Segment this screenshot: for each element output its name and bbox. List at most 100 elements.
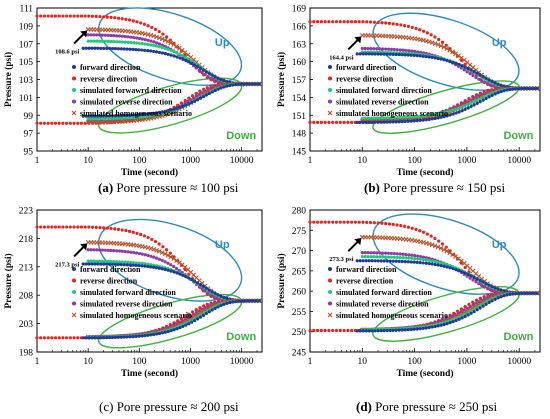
up-forward-marker-a [222,79,226,83]
down-forward-marker-c [175,327,179,331]
down-sim_forward-marker-b [427,113,431,117]
down-forward-marker-c [169,329,173,333]
up-sim_reverse-marker-c [86,248,90,252]
up-reverse-marker-c [57,225,61,229]
down-sim_forward-marker-a [100,117,105,121]
up-sim_forward-marker-a [154,44,159,48]
x-tick-label-a: 10000 [230,156,254,166]
up-sim_reverse-marker-d [407,253,411,257]
down-reverse-marker-b [334,120,339,124]
up-reverse-marker-d [403,224,407,228]
up-sim_forward-marker-d [421,257,426,262]
down-forward-marker-c [239,299,244,303]
up-sim_forward-marker-d [436,260,440,264]
down-reverse-marker-c [68,336,72,340]
up-sim_reverse-marker-d [474,280,478,284]
up-sim_reverse-marker-c [152,255,156,259]
down-forward-marker-b [436,116,440,120]
down-forward-marker-d [493,297,497,301]
up-sim_reverse-marker-c [177,268,181,272]
down-forward-marker-b [475,101,479,105]
up-sim_reverse-marker-b [363,46,367,51]
down-sim_forward-marker-a [120,116,124,120]
up-reverse-marker-b [376,20,380,25]
down-forward-marker-b [499,90,503,94]
x-axis-label-d: Time (second) [396,368,453,379]
up-reverse-marker-a [153,27,158,31]
up-forward-marker-b [451,60,455,64]
down-sim_forward-marker-b [448,109,452,113]
legend-marker-sim_forward-a [72,88,76,92]
up-forward-marker-b [382,52,386,56]
down-forward-marker-b [418,118,422,122]
down-forward-marker-c [154,332,159,336]
down-forward-marker-d [376,329,380,333]
legend-label-sim_reverse-a: simulated reverse direction [80,98,173,107]
down-forward-marker-b [391,120,395,124]
down-forward-marker-b [370,120,374,124]
y-tick-label-a: 105 [19,58,34,68]
up-sim_reverse-marker-d [421,255,426,259]
up-forward-marker-a [81,46,85,50]
down-forward-marker-b [382,120,386,124]
down-forward-marker-b [355,120,359,124]
down-sim_forward-marker-b [436,112,440,116]
up-sim_homogeneous-marker-c [162,251,168,257]
down-sim_forward-marker-a [129,116,133,120]
x-tick-label-c: 1000 [181,357,200,367]
up-reverse-marker-c [72,225,76,229]
down-reverse-marker-a [42,121,47,125]
down-reverse-marker-a [79,121,84,125]
up-sim_homogeneous-marker-d [435,244,441,250]
down-forward-marker-d [433,324,437,329]
down-sim_forward-marker-b [369,116,373,120]
up-reverse-marker-a [87,14,91,18]
down-forward-marker-b [529,86,533,91]
up-forward-marker-b [415,54,419,58]
down-sim_forward-marker-a [103,117,107,121]
up-reverse-marker-b [308,20,312,24]
down-forward-marker-d [394,328,398,332]
up-sim_forward-marker-a [132,41,136,45]
down-forward-marker-a [96,114,100,118]
up-reverse-marker-d [440,242,445,246]
legend-label-forward-a: forward direction [80,63,141,72]
up-sim_forward-marker-c [123,260,127,264]
down-forward-marker-b [397,120,401,124]
down-sim_forward-marker-b [439,111,443,115]
y-tick-label-d: 255 [292,308,307,318]
down-sim_reverse-marker-a [189,98,193,102]
down-reverse-marker-d [350,328,354,333]
up-forward-marker-b [379,52,383,56]
down-forward-marker-a [128,113,132,117]
up-forward-marker-b [481,74,485,79]
up-forward-marker-a [201,68,206,72]
down-forward-marker-b [430,117,434,121]
up-sim_forward-marker-c [95,259,99,263]
down-forward-marker-a [207,91,211,96]
down-forward-marker-d [364,329,368,333]
down-forward-marker-d [469,311,473,315]
up-reverse-marker-c [142,234,146,238]
down-sim_forward-marker-a [97,117,102,121]
up-sim_forward-marker-d [372,255,376,259]
up-sim_reverse-marker-b [395,48,399,52]
down-sim_forward-marker-b [410,115,414,119]
up-sim_forward-marker-a [174,51,179,55]
up-reverse-marker-b [406,24,411,29]
down-forward-marker-d [535,291,539,295]
up-sim_reverse-marker-d [480,283,484,288]
down-forward-marker-a [81,114,85,118]
up-sim_forward-marker-c [137,261,142,265]
down-sim_forward-marker-b [424,113,428,118]
up-reverse-marker-d [331,220,335,224]
up-sim_reverse-marker-c [137,251,142,256]
down-forward-marker-d [532,291,536,295]
up-reverse-marker-c [76,225,80,229]
down-forward-marker-c [125,335,129,339]
down-sim_forward-marker-b [442,110,446,115]
y-tick-label-b: 154 [292,94,307,104]
up-reverse-marker-c [83,225,87,229]
up-forward-marker-d [469,274,473,278]
down-forward-marker-a [204,93,208,97]
